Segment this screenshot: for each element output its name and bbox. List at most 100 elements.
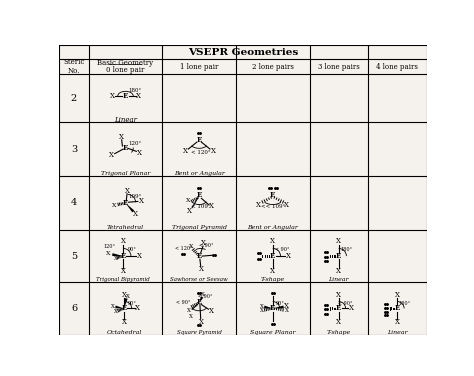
Text: X: X — [190, 314, 193, 320]
Text: << 109°: << 109° — [261, 204, 285, 209]
Text: E: E — [196, 191, 202, 199]
Text: 90°: 90° — [276, 300, 285, 306]
Text: X: X — [209, 307, 214, 315]
Text: X: X — [210, 147, 216, 155]
Polygon shape — [115, 306, 124, 308]
Text: Linear: Linear — [328, 277, 349, 282]
Text: Square Planar: Square Planar — [250, 330, 295, 335]
Text: X: X — [119, 133, 124, 141]
Text: X: X — [111, 304, 115, 309]
Text: X: X — [286, 252, 291, 260]
Text: E: E — [123, 92, 128, 100]
Text: X: X — [114, 309, 118, 314]
Text: X: X — [336, 238, 341, 246]
Text: E: E — [270, 252, 275, 260]
Text: X: X — [138, 197, 144, 205]
Text: X: X — [201, 292, 205, 297]
Text: X: X — [395, 291, 400, 299]
Text: X: X — [260, 304, 264, 309]
Text: T-shape: T-shape — [261, 277, 285, 282]
Text: 180°: 180° — [340, 247, 353, 252]
Text: X: X — [285, 308, 289, 313]
Text: E: E — [121, 305, 127, 312]
Text: X: X — [121, 267, 126, 275]
Text: X: X — [109, 151, 114, 159]
Text: Bent or Angular: Bent or Angular — [173, 171, 225, 176]
Text: < 90°: < 90° — [199, 243, 213, 248]
Polygon shape — [126, 203, 134, 212]
Text: 0 lone pair: 0 lone pair — [106, 66, 145, 74]
Text: Trigonal Planar: Trigonal Planar — [101, 171, 150, 176]
Text: Basic Geometry: Basic Geometry — [98, 59, 154, 67]
Text: X: X — [182, 147, 188, 155]
Text: X: X — [395, 318, 400, 326]
Text: E: E — [336, 305, 341, 312]
Text: E: E — [270, 305, 275, 312]
Text: X: X — [133, 210, 138, 218]
Text: X: X — [121, 318, 127, 326]
Text: X: X — [137, 149, 142, 157]
Text: X: X — [136, 92, 141, 100]
Text: E: E — [120, 252, 126, 260]
Text: X: X — [187, 207, 191, 215]
Polygon shape — [112, 253, 123, 256]
Text: X: X — [199, 318, 204, 326]
Polygon shape — [124, 298, 128, 308]
Text: Trigonal Pyramid: Trigonal Pyramid — [172, 225, 227, 230]
Text: X: X — [270, 238, 275, 246]
Text: X: X — [260, 308, 264, 313]
Text: < 120°: < 120° — [191, 150, 210, 155]
Text: X: X — [189, 244, 194, 249]
Text: E: E — [123, 144, 128, 152]
Text: Tetrahedral: Tetrahedral — [107, 225, 144, 230]
Text: < 90°: < 90° — [176, 300, 191, 305]
Text: Linear: Linear — [387, 330, 408, 335]
Text: X: X — [125, 186, 130, 195]
Text: X: X — [209, 202, 214, 210]
Text: X: X — [270, 267, 275, 275]
Text: Square Pyramid: Square Pyramid — [177, 330, 221, 335]
Text: 109°: 109° — [128, 194, 142, 199]
Polygon shape — [199, 296, 203, 302]
Text: X: X — [186, 198, 191, 203]
Text: 4: 4 — [71, 199, 77, 208]
Text: < 90°: < 90° — [337, 300, 352, 306]
Text: X: X — [126, 294, 130, 299]
Text: 6: 6 — [71, 304, 77, 313]
Text: X: X — [110, 92, 115, 100]
Text: X: X — [136, 305, 140, 312]
Text: X: X — [336, 318, 341, 326]
Text: Linear: Linear — [114, 116, 137, 124]
Text: E: E — [196, 252, 202, 260]
Text: Sawhorse or Seesaw: Sawhorse or Seesaw — [170, 277, 228, 282]
Text: X: X — [137, 252, 142, 260]
Text: E: E — [196, 136, 202, 144]
Text: 120°: 120° — [103, 244, 115, 249]
Text: E: E — [123, 199, 128, 207]
Text: 3: 3 — [71, 144, 77, 153]
Text: X: X — [187, 308, 191, 313]
Text: Steric
No.: Steric No. — [64, 58, 85, 75]
Text: X: X — [336, 267, 341, 275]
Text: 90°: 90° — [128, 300, 136, 306]
Text: X: X — [201, 239, 206, 247]
Text: 2 lone pairs: 2 lone pairs — [252, 63, 294, 71]
Text: < 120°: < 120° — [175, 246, 192, 251]
Text: < 90°: < 90° — [275, 247, 289, 252]
Text: X: X — [336, 291, 341, 299]
Text: Bent or Angular: Bent or Angular — [247, 225, 298, 230]
Text: X: X — [112, 203, 117, 208]
Text: 180°: 180° — [128, 88, 141, 93]
Text: X: X — [348, 305, 354, 312]
Text: Octahedral: Octahedral — [106, 330, 142, 335]
Text: E: E — [394, 305, 400, 312]
Text: < 109°: < 109° — [191, 204, 210, 209]
Text: E: E — [336, 252, 341, 260]
Text: T-shape: T-shape — [327, 330, 351, 335]
Text: X: X — [199, 265, 204, 273]
Text: E: E — [196, 297, 202, 306]
Text: Trigonal Bipyramid: Trigonal Bipyramid — [96, 277, 150, 282]
Text: VSEPR Geometries: VSEPR Geometries — [188, 47, 298, 56]
Text: 2: 2 — [71, 94, 77, 103]
Text: 5: 5 — [71, 252, 77, 261]
